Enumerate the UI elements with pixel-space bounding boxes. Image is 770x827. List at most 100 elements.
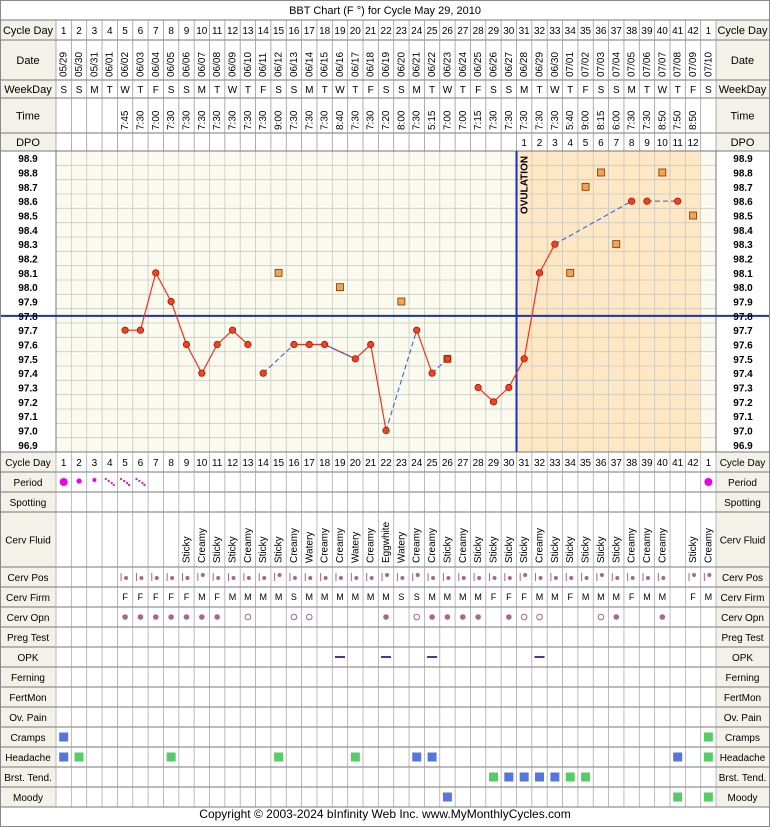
symptom-label-bg-left bbox=[1, 567, 56, 587]
date-label: 07/07 bbox=[657, 52, 668, 77]
weekday-label: S bbox=[291, 85, 298, 96]
cervix-firmness-letter: M bbox=[336, 592, 344, 602]
y-tick-label-right: 98.4 bbox=[733, 226, 753, 237]
symptom-label-right: Cerv Fluid bbox=[720, 536, 766, 547]
date-label: 06/28 bbox=[519, 52, 530, 77]
date-label: 06/17 bbox=[350, 52, 361, 77]
period-mark-spot bbox=[110, 481, 113, 485]
weekday-label: T bbox=[536, 85, 542, 96]
y-tick-label-right: 97.0 bbox=[733, 427, 753, 438]
date-label: 06/27 bbox=[504, 52, 515, 77]
time-label: 7:00 bbox=[458, 110, 469, 130]
weekday-label: T bbox=[322, 85, 328, 96]
ovulation-label: OVULATION bbox=[520, 156, 531, 214]
period-mark-spot bbox=[141, 481, 144, 485]
discarded-temp-square bbox=[581, 182, 590, 191]
cycle-day-number: 1 bbox=[706, 26, 712, 37]
cervix-position-dot bbox=[553, 576, 558, 580]
date-label: 06/12 bbox=[274, 52, 285, 77]
cycle-day-number: 33 bbox=[549, 458, 561, 469]
dpo-number: 3 bbox=[552, 138, 558, 149]
cycle-day-number: 4 bbox=[107, 26, 113, 37]
cervix-position-dot bbox=[615, 576, 620, 580]
cervical-fluid-label: Creamy bbox=[627, 528, 638, 563]
cervical-fluid-label: Watery bbox=[396, 532, 407, 563]
cervical-fluid-label: Creamy bbox=[703, 528, 714, 563]
cervical-fluid-label: Sticky bbox=[258, 536, 269, 563]
time-label: 7:20 bbox=[381, 110, 392, 130]
cervix-position-dot bbox=[661, 576, 666, 580]
temperature-point bbox=[382, 426, 390, 435]
date-label: 06/10 bbox=[243, 52, 254, 77]
weekday-label: T bbox=[644, 85, 650, 96]
symptom-label-bg-right bbox=[716, 647, 769, 667]
row-label-left: WeekDay bbox=[4, 84, 52, 96]
discarded-temp-square bbox=[612, 240, 621, 249]
date-label: 06/01 bbox=[105, 52, 116, 77]
y-tick-label-right: 97.9 bbox=[733, 298, 753, 309]
cervix-firmness-letter: M bbox=[613, 592, 621, 602]
cervix-position-dot bbox=[170, 576, 175, 580]
cycle-day-number: 12 bbox=[227, 26, 239, 37]
symptom-label-bg-left bbox=[1, 472, 56, 492]
cervix-firmness-letter: M bbox=[597, 592, 605, 602]
cycle-day-number: 24 bbox=[411, 458, 423, 469]
period-mark-spot bbox=[125, 481, 129, 485]
time-label: 9:00 bbox=[274, 110, 285, 130]
symptom-label-bg-right bbox=[716, 492, 769, 512]
cervix-opening-closed bbox=[429, 614, 435, 620]
cervix-firmness-letter: M bbox=[352, 592, 360, 602]
discarded-temp-square bbox=[597, 168, 605, 177]
symptom-label-bg-left bbox=[1, 587, 56, 607]
y-tick-label-left: 98.4 bbox=[18, 226, 38, 237]
cycle-day-number: 26 bbox=[442, 26, 454, 37]
cervix-opening-closed bbox=[152, 614, 159, 620]
cycle-day-number: 10 bbox=[196, 458, 208, 469]
time-label: 8:50 bbox=[688, 110, 699, 130]
date-label: 06/21 bbox=[412, 52, 423, 77]
cervix-firmness-letter: S bbox=[398, 592, 404, 602]
date-label: 07/09 bbox=[688, 52, 699, 77]
temperature-point bbox=[305, 340, 313, 349]
cycle-day-number: 16 bbox=[288, 26, 300, 37]
temperature-point bbox=[428, 369, 436, 377]
symptom-label-bg-right bbox=[716, 747, 769, 767]
time-label: 8:00 bbox=[396, 110, 407, 130]
time-label: 5:15 bbox=[427, 110, 438, 130]
cycle-day-number: 31 bbox=[519, 458, 531, 469]
dpo-number: 5 bbox=[583, 138, 589, 149]
cycle-day-number: 32 bbox=[534, 458, 546, 469]
cervix-position-dot bbox=[354, 576, 359, 580]
symptom-label-right: Ferning bbox=[726, 673, 760, 684]
date-label: 07/08 bbox=[673, 52, 684, 77]
cervix-position-dot bbox=[645, 576, 650, 580]
symptom-label-left: Cerv Pos bbox=[7, 573, 48, 584]
dpo-number: 12 bbox=[687, 138, 699, 149]
cervix-position-dot bbox=[185, 576, 190, 580]
weekday-label: T bbox=[567, 85, 573, 96]
cycle-day-number: 22 bbox=[380, 26, 392, 37]
cycle-day-number: 14 bbox=[258, 458, 270, 469]
date-label: 07/06 bbox=[642, 52, 653, 77]
y-tick-label-right: 97.7 bbox=[733, 326, 753, 337]
cervix-position-dot bbox=[415, 573, 420, 577]
weekday-label: T bbox=[429, 85, 435, 96]
temperature-point bbox=[520, 355, 528, 363]
cycle-day-number: 31 bbox=[519, 26, 531, 37]
cycle-day-number: 7 bbox=[153, 26, 159, 37]
cervix-position-dot bbox=[323, 576, 328, 580]
cycle-day-number: 3 bbox=[92, 26, 98, 37]
cycle-day-number: 28 bbox=[473, 26, 485, 37]
cycle-day-number: 19 bbox=[334, 26, 346, 37]
cycle-day-number: 17 bbox=[304, 26, 316, 37]
cycle-day-number: 20 bbox=[350, 458, 362, 469]
cervix-position-dot bbox=[277, 573, 282, 577]
date-label: 07/05 bbox=[627, 52, 638, 77]
temperature-point bbox=[198, 369, 206, 377]
cervix-position-dot bbox=[707, 573, 712, 577]
period-mark-light bbox=[92, 478, 97, 482]
cycle-day-number: 1 bbox=[61, 26, 67, 37]
temperature-point bbox=[152, 269, 160, 277]
symptom-label-right: Period bbox=[728, 478, 757, 489]
period-mark-spot bbox=[143, 483, 146, 487]
